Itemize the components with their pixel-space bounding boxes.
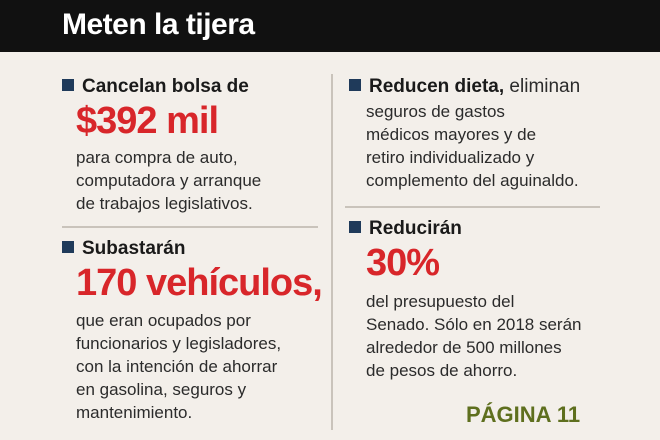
body-line: médicos mayores y de <box>366 125 537 144</box>
item-3-heading: Reducen dieta, eliminan <box>349 76 580 98</box>
body-line: computadora y arranque <box>76 171 262 190</box>
item-1-heading: Cancelan bolsa de <box>62 76 249 98</box>
row-divider-left <box>62 226 318 228</box>
body-line: alrededor de 500 millones <box>366 338 562 357</box>
header-bar: Meten la tijera <box>0 0 660 52</box>
column-divider <box>331 74 333 430</box>
item-4-heading: Reducirán <box>349 218 462 240</box>
body-line: retiro individualizado y <box>366 148 535 167</box>
square-bullet-icon <box>62 78 74 91</box>
item-1-body: para compra de auto, computadora y arran… <box>76 146 261 215</box>
square-bullet-icon <box>349 78 361 91</box>
body-line: complemento del aguinaldo. <box>366 171 579 190</box>
page-reference: PÁGINA 11 <box>466 402 581 427</box>
item-3-body: seguros de gastos médicos mayores y de r… <box>366 100 579 192</box>
row-divider-right <box>345 206 600 208</box>
body-line: funcionarios y legisladores, <box>76 334 282 353</box>
square-bullet-icon <box>349 220 361 233</box>
page-title: Meten la tijera <box>62 8 255 41</box>
item-4-highlight: 30% <box>366 242 440 284</box>
body-line: para compra de auto, <box>76 148 238 167</box>
body-line: de pesos de ahorro. <box>366 361 518 380</box>
body-line: Senado. Sólo en 2018 serán <box>366 315 582 334</box>
body-line: que eran ocupados por <box>76 311 251 330</box>
item-2-body: que eran ocupados por funcionarios y leg… <box>76 309 281 424</box>
body-line: mantenimiento. <box>76 403 193 422</box>
body-line: en gasolina, seguros y <box>76 380 247 399</box>
item-2-highlight: 170 vehículos, <box>76 262 323 304</box>
item-4-body: del presupuesto del Senado. Sólo en 2018… <box>366 290 582 382</box>
item-2-heading: Subastarán <box>62 238 185 260</box>
body-line: del presupuesto del <box>366 292 515 311</box>
square-bullet-icon <box>62 240 74 253</box>
body-line: seguros de gastos <box>366 102 505 121</box>
body-line: con la intención de ahorrar <box>76 357 278 376</box>
item-1-highlight: $392 mil <box>76 100 219 142</box>
body-line: de trabajos legislativos. <box>76 194 253 213</box>
